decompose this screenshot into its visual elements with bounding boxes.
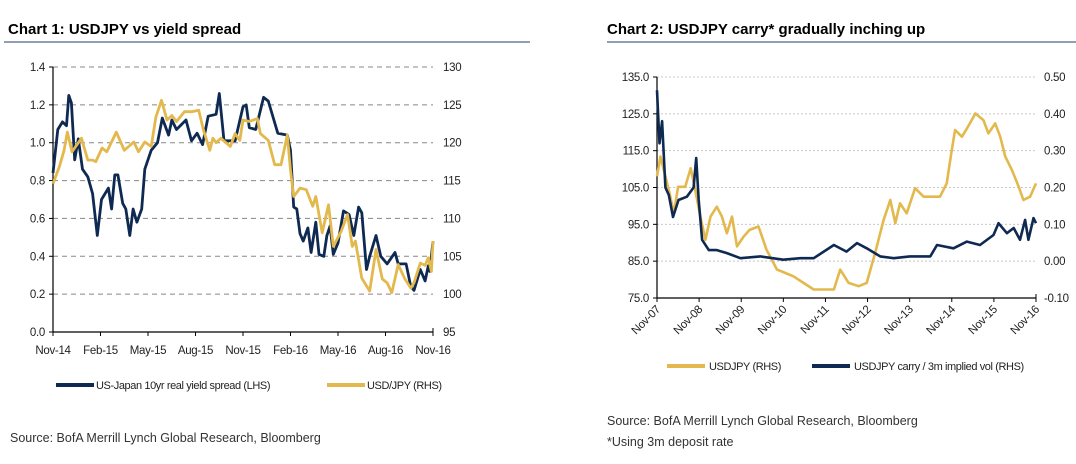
legend-label-carry: USDJPY carry / 3m implied vol (RHS) [854, 361, 1024, 373]
y-left-tick-label: 1.4 [30, 62, 46, 74]
chart-2-legend: USDJPY (RHS) USDJPY carry / 3m implied v… [667, 361, 1024, 373]
y-right-tick-label: 100 [443, 289, 461, 301]
y-left-tick-label: 85.0 [628, 256, 649, 268]
y-left-tick-label: 0.0 [30, 327, 45, 339]
x-tick-label: Nov-15 [225, 345, 260, 357]
chart-2-plot: 75.0 85.0 95.0 105.0 115.0 125.0 135.0 -0.10 0.0… [622, 72, 1069, 337]
x-tick-label: Nov-09 [714, 304, 747, 337]
y-right-tick-label: 0.50 [1044, 72, 1065, 84]
x-tick-label: Nov-16 [1009, 304, 1042, 337]
chart-2-source: Source: BofA Merrill Lynch Global Resear… [607, 414, 918, 428]
y-right-tick-label: 0.40 [1044, 109, 1065, 121]
series-line-1 [51, 98, 435, 294]
chart-2-footnote: *Using 3m deposit rate [607, 435, 734, 449]
chart-1-legend: US-Japan 10yr real yield spread (LHS) US… [56, 380, 442, 392]
y-left-tick-label: 75.0 [628, 293, 649, 305]
legend-label-spread: US-Japan 10yr real yield spread (LHS) [96, 380, 270, 392]
x-tick-label: Nov-15 [967, 304, 1000, 337]
x-tick-label: Nov-16 [415, 345, 450, 357]
y-right-tick-label: 130 [443, 62, 461, 74]
y-right-tick-label: 95 [443, 327, 455, 339]
y-left-tick-label: 1.2 [30, 100, 45, 112]
x-tick-label: Nov-14 [924, 303, 958, 337]
y-right-tick-label: 0.30 [1044, 146, 1065, 158]
y-right-tick-label: 125 [443, 100, 461, 112]
x-tick-label: Nov-08 [672, 304, 705, 337]
x-tick-label: Feb-16 [273, 345, 308, 357]
x-tick-label: Aug-16 [368, 345, 403, 357]
x-tick-label: Nov-12 [840, 304, 873, 337]
series-line-0 [51, 92, 435, 292]
x-tick-label: Nov-13 [882, 304, 915, 337]
chart-2-title: Chart 2: USDJPY carry* gradually inching… [607, 21, 925, 38]
x-tick-label: May-16 [320, 345, 357, 357]
x-tick-label: Feb-15 [83, 345, 118, 357]
y-right-tick-label: 105 [443, 251, 461, 263]
y-left-tick-label: 1.0 [30, 138, 45, 150]
y-right-tick-label: -0.10 [1044, 293, 1069, 305]
y-left-tick-label: 135.0 [622, 72, 649, 84]
legend-label-usdjpy: USDJPY (RHS) [709, 361, 781, 373]
chart-2: Chart 2: USDJPY carry* gradually inching… [607, 21, 1076, 449]
y-right-tick-label: 115 [443, 176, 460, 188]
y-left-tick-label: 125.0 [622, 109, 649, 121]
y-right-tick-label: 120 [443, 138, 461, 150]
y-left-tick-label: 0.6 [30, 213, 45, 225]
x-tick-label: Nov-14 [35, 345, 71, 357]
legend-label-usdjpy: USD/JPY (RHS) [367, 380, 442, 392]
x-tick-label: Aug-15 [178, 345, 213, 357]
y-left-tick-label: 95.0 [628, 219, 649, 231]
y-left-tick-label: 0.8 [30, 176, 45, 188]
x-tick-label: Nov-07 [630, 304, 663, 337]
y-right-tick-label: 0.10 [1044, 219, 1065, 231]
x-tick-label: Nov-11 [799, 304, 832, 337]
series-line-1 [655, 90, 1038, 261]
chart-1: Chart 1: USDJPY vs yield spread 0.00.20.… [4, 21, 530, 445]
x-tick-label: May-15 [130, 345, 167, 357]
chart-1-plot: 0.0 0.2 0.4 0.6 0.8 1.0 1.2 1.4 95 100 105 110 115 12… [30, 62, 462, 357]
chart-1-title: Chart 1: USDJPY vs yield spread [8, 21, 241, 38]
y-right-tick-label: 0.20 [1044, 183, 1065, 195]
y-left-tick-label: 0.2 [30, 289, 45, 301]
x-tick-label: Nov-10 [756, 304, 789, 337]
y-right-tick-label: 110 [443, 213, 460, 225]
y-right-tick-label: 0.00 [1044, 256, 1065, 268]
y-left-tick-label: 0.4 [30, 251, 46, 263]
chart-1-source: Source: BofA Merrill Lynch Global Resear… [10, 431, 321, 445]
y-left-tick-label: 105.0 [622, 183, 649, 195]
series-line-0 [655, 112, 1038, 291]
y-left-tick-label: 115.0 [623, 146, 649, 158]
